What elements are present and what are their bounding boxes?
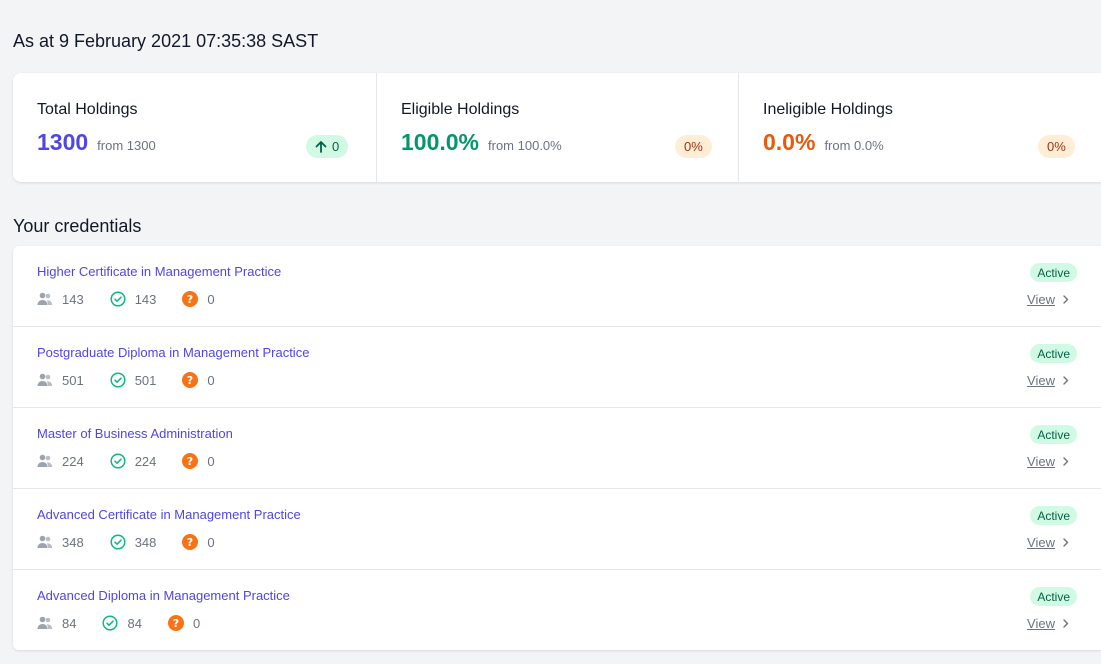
arrow-up-icon	[315, 141, 327, 153]
view-link[interactable]: View	[1027, 535, 1069, 550]
view-link[interactable]: View	[1027, 292, 1069, 307]
unknown-stat: ? 0	[182, 534, 215, 550]
unknown-stat: ? 0	[182, 291, 215, 307]
users-icon	[37, 292, 53, 305]
eligible-stat: 143	[110, 291, 156, 307]
unknown-stat: ? 0	[167, 615, 200, 631]
holders-stat: 224	[37, 454, 84, 469]
svg-text:?: ?	[187, 293, 193, 306]
eligible-stat: 84	[102, 615, 142, 631]
view-link[interactable]: View	[1027, 616, 1069, 631]
change-badge: 0%	[675, 135, 712, 158]
users-icon	[37, 454, 53, 467]
section-title: Your credentials	[13, 216, 142, 236]
credential-title-link[interactable]: Postgraduate Diploma in Management Pract…	[37, 345, 310, 360]
stat-from: from 1300	[97, 138, 156, 153]
status-badge: Active	[1030, 425, 1077, 444]
svg-text:?: ?	[187, 455, 193, 468]
svg-text:?: ?	[187, 374, 193, 387]
credential-row: Master of Business Administration 224 22…	[13, 408, 1101, 489]
stat-from: from 100.0%	[488, 138, 562, 153]
chevron-right-icon	[1063, 538, 1069, 547]
eligible-stat: 224	[110, 453, 156, 469]
unknown-stat: ? 0	[182, 372, 215, 388]
holders-stat: 84	[37, 616, 76, 631]
question-circle-icon: ?	[182, 291, 199, 307]
status-badge: Active	[1030, 506, 1077, 525]
change-badge: 0%	[1038, 135, 1075, 158]
change-value: 0	[332, 139, 340, 154]
check-circle-icon	[110, 372, 126, 388]
stat-eligible-holdings: Eligible Holdings 100.0% from 100.0% 0%	[377, 73, 739, 182]
svg-text:?: ?	[173, 617, 179, 630]
change-value: 0%	[1047, 139, 1066, 154]
credential-row: Advanced Certificate in Management Pract…	[13, 489, 1101, 570]
question-circle-icon: ?	[182, 534, 199, 550]
as-at-timestamp: As at 9 February 2021 07:35:38 SAST	[13, 31, 319, 51]
chevron-right-icon	[1063, 619, 1069, 628]
users-icon	[37, 616, 53, 629]
credentials-list: Higher Certificate in Management Practic…	[13, 246, 1101, 650]
credential-title-link[interactable]: Advanced Certificate in Management Pract…	[37, 507, 301, 522]
stat-from: from 0.0%	[824, 138, 884, 153]
holdings-stats-panel: Total Holdings 1300 from 1300 0 Eligible…	[13, 73, 1101, 182]
users-icon	[37, 373, 53, 386]
stat-ineligible-holdings: Ineligible Holdings 0.0% from 0.0% 0%	[739, 73, 1101, 182]
check-circle-icon	[102, 615, 119, 631]
view-link[interactable]: View	[1027, 373, 1069, 388]
check-circle-icon	[110, 534, 126, 550]
credential-row: Advanced Diploma in Management Practice …	[13, 570, 1101, 651]
eligible-stat: 501	[110, 372, 156, 388]
unknown-stat: ? 0	[182, 453, 215, 469]
holders-stat: 501	[37, 373, 84, 388]
change-value: 0%	[684, 139, 703, 154]
users-icon	[37, 535, 53, 548]
holders-stat: 143	[37, 292, 84, 307]
question-circle-icon: ?	[182, 453, 199, 469]
eligible-stat: 348	[110, 534, 156, 550]
stat-value: 0.0%	[763, 129, 816, 155]
check-circle-icon	[110, 291, 126, 307]
credential-row: Higher Certificate in Management Practic…	[13, 246, 1101, 327]
view-link[interactable]: View	[1027, 454, 1069, 469]
chevron-right-icon	[1063, 376, 1069, 385]
status-badge: Active	[1030, 587, 1077, 606]
stat-label: Total Holdings	[37, 101, 138, 118]
stat-label: Eligible Holdings	[401, 101, 520, 118]
stat-value: 1300	[37, 129, 89, 155]
holders-stat: 348	[37, 535, 84, 550]
status-badge: Active	[1030, 344, 1077, 363]
credential-title-link[interactable]: Higher Certificate in Management Practic…	[37, 264, 282, 279]
stat-total-holdings: Total Holdings 1300 from 1300 0	[13, 73, 377, 182]
status-badge: Active	[1030, 263, 1077, 282]
stat-value: 100.0%	[401, 129, 480, 155]
credential-title-link[interactable]: Master of Business Administration	[37, 426, 233, 441]
svg-text:?: ?	[187, 536, 193, 549]
check-circle-icon	[110, 453, 126, 469]
credential-row: Postgraduate Diploma in Management Pract…	[13, 327, 1101, 408]
credential-title-link[interactable]: Advanced Diploma in Management Practice	[37, 588, 290, 603]
stat-label: Ineligible Holdings	[763, 101, 893, 118]
question-circle-icon: ?	[167, 615, 184, 631]
chevron-right-icon	[1063, 295, 1069, 304]
chevron-right-icon	[1063, 457, 1069, 466]
question-circle-icon: ?	[182, 372, 199, 388]
change-badge: 0	[306, 135, 349, 158]
